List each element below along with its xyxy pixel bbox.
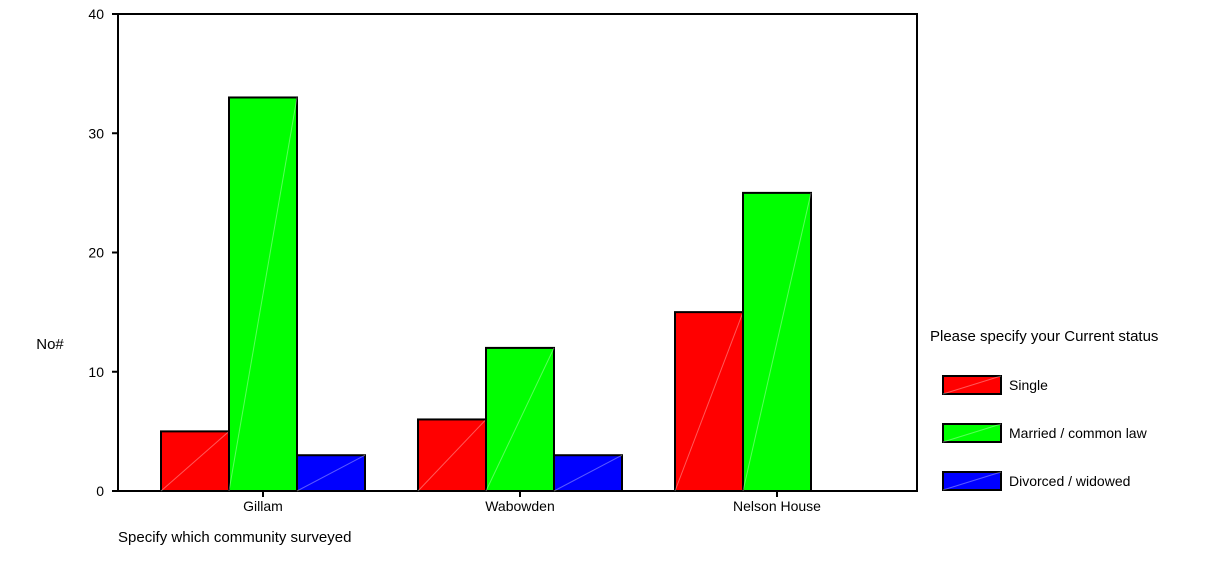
y-tick-label: 10 [88,364,104,380]
bar [228,96,298,492]
bar [553,454,623,493]
y-tick-label: 0 [96,483,104,499]
bar [742,191,812,492]
bar-hatch [485,347,555,492]
y-tick-label: 20 [88,245,104,261]
legend-swatch [942,423,1002,443]
legend-swatch-hatch [942,471,1002,491]
x-tick-label: Nelson House [733,498,821,514]
bar-hatch [417,419,487,492]
bar-hatch [228,97,298,492]
bar-hatch [160,430,230,492]
y-tick-label: 40 [88,6,104,22]
bar [485,346,555,492]
y-axis: 0 10 20 30 40 [88,6,118,499]
bar-hatch [674,311,744,492]
legend-label: Married / common law [1009,425,1148,441]
legend-swatch [942,471,1002,491]
bar-hatch [742,192,812,492]
legend-swatch-hatch [942,375,1002,395]
legend-title: Please specify your Current status [930,328,1158,345]
x-tick-label: Gillam [243,498,283,514]
legend-label: Single [1009,377,1048,393]
bar-hatch [296,454,366,492]
bar [296,454,366,493]
x-axis-title: Specify which community surveyed [118,529,351,546]
bar-hatch [553,454,623,492]
bars [160,96,812,493]
y-axis-title: No# [36,336,64,353]
bar [674,311,744,492]
x-axis: Gillam Wabowden Nelson House [243,491,821,514]
legend-swatch-hatch [942,423,1002,443]
x-tick-label: Wabowden [485,498,555,514]
legend-swatch [942,375,1002,395]
y-tick-label: 30 [88,125,104,141]
legend-label: Divorced / widowed [1009,473,1130,489]
legend: Please specify your Current status Singl… [930,328,1158,491]
bar [417,418,487,493]
